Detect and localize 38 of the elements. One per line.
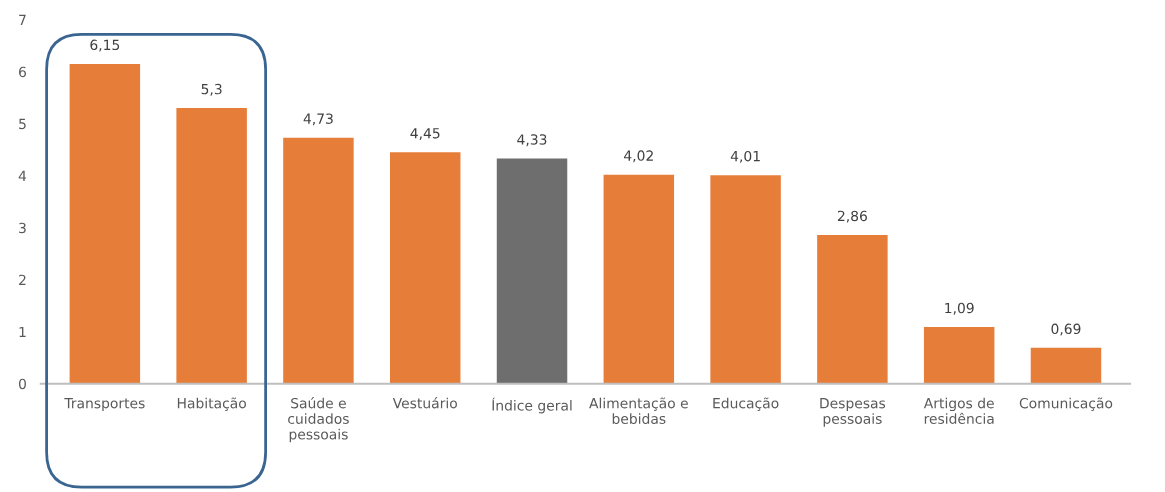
bar xyxy=(69,63,141,384)
bar xyxy=(710,175,781,384)
y-tick-label: 1 xyxy=(19,326,26,338)
x-tick-label: Alimentação e bebidas xyxy=(589,397,688,424)
x-tick-label: Artigos de residência xyxy=(923,397,994,424)
bar xyxy=(817,235,888,384)
x-tick-label: Habitação xyxy=(177,397,246,411)
bar xyxy=(283,137,354,384)
data-label: 4,01 xyxy=(730,150,760,163)
x-tick-label: Índice geral xyxy=(492,397,572,414)
x-tick-label: Educação xyxy=(713,397,779,411)
x-tick-label: Transportes xyxy=(64,398,145,412)
y-tick-label: 7 xyxy=(19,14,26,25)
bar xyxy=(176,108,247,384)
x-tick-label: Despesas pessoais xyxy=(820,398,886,427)
data-label: 5,3 xyxy=(201,83,222,96)
y-tick-label: 0 xyxy=(18,378,26,390)
bar xyxy=(389,152,461,384)
data-label: 4,73 xyxy=(303,113,333,126)
y-tick-label: 2 xyxy=(19,274,26,286)
data-label: 4,33 xyxy=(517,134,547,147)
bar xyxy=(603,174,675,384)
data-label: 6,15 xyxy=(90,39,120,52)
y-tick-label: 5 xyxy=(19,118,26,130)
y-tick-label: 6 xyxy=(19,66,27,78)
y-tick-label: 4 xyxy=(18,170,27,181)
bar xyxy=(496,158,568,384)
x-tick-label: Comunicação xyxy=(1019,397,1113,411)
data-label: 2,86 xyxy=(837,210,867,223)
data-label: 0,69 xyxy=(1051,323,1081,336)
x-tick-label: Saúde e cuidados pessoais xyxy=(288,397,349,443)
data-label: 4,45 xyxy=(410,128,440,140)
bar xyxy=(923,327,995,384)
y-tick-label: 3 xyxy=(19,222,26,234)
x-tick-label: Vestuário xyxy=(392,397,457,409)
data-label: 4,02 xyxy=(624,150,653,163)
bar xyxy=(1030,347,1102,384)
data-label: 1,09 xyxy=(945,302,974,315)
